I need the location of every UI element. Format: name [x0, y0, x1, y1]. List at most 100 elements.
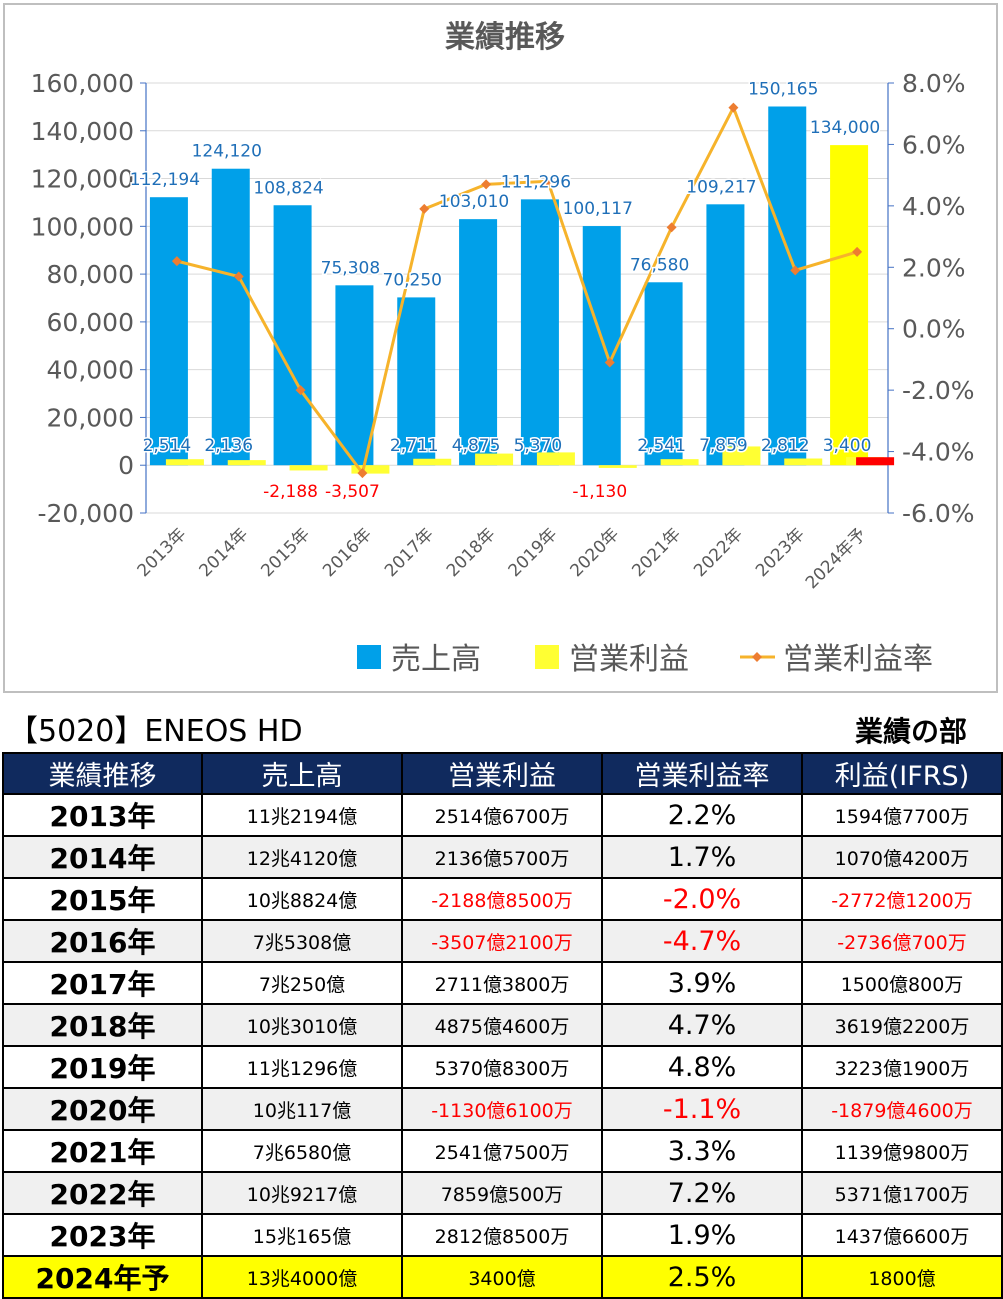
operating-margin-point	[728, 102, 739, 113]
right-axis-tick-label: 0.0%	[902, 315, 966, 344]
company-name: 【5020】ENEOS HD	[8, 714, 303, 749]
cell-sales: 10兆3010億	[201, 1003, 403, 1047]
cell-year: 2021年	[2, 1129, 203, 1173]
cell-profit: -2736億700万	[801, 919, 1003, 963]
operating-margin-point	[852, 246, 863, 257]
company-header: 【5020】ENEOS HD 業績の部	[0, 712, 1003, 752]
cell-year: 2019年	[2, 1045, 203, 1089]
operating-margin-point	[542, 176, 553, 187]
sales-bar	[768, 106, 807, 466]
category-label: 2017年	[381, 524, 438, 581]
operating-profit-data-label: 4,875	[452, 436, 501, 456]
left-axis-tick-label: 120,000	[31, 165, 134, 194]
category-label: 2015年	[257, 524, 314, 581]
legend-swatch-operating-profit	[535, 645, 559, 669]
cell-operating-profit: 2541億7500万	[401, 1129, 603, 1173]
operating-profit-data-label: 2,514	[143, 436, 192, 456]
legend-label-operating-margin: 営業利益率	[783, 642, 933, 677]
operating-profit-bar	[165, 459, 204, 466]
table-row: 2020年 10兆117億 -1130億6100万 -1.1% -1879億4600万	[2, 1087, 1003, 1131]
right-axis-tick-label: 8.0%	[902, 69, 966, 98]
category-label: 2019年	[505, 524, 562, 581]
legend-label-operating-profit: 営業利益	[569, 642, 689, 677]
sales-data-label: 108,824	[253, 178, 323, 198]
cell-profit: 1594億7700万	[801, 793, 1003, 837]
table-row: 2024年予 13兆4000億 3400億 2.5% 1800億	[2, 1255, 1003, 1299]
right-axis-tick-label: -4.0%	[902, 438, 975, 467]
right-axis-tick-label: 4.0%	[902, 192, 966, 221]
left-axis-tick-label: 160,000	[31, 69, 134, 98]
col-header-operating-profit: 営業利益	[401, 752, 603, 795]
operating-profit-bar	[598, 465, 637, 468]
category-label: 2016年	[319, 524, 376, 581]
operating-profit-bar	[413, 458, 452, 466]
sales-data-label: 75,308	[321, 258, 380, 278]
operating-margin-point	[481, 179, 492, 190]
table-row: 2015年 10兆8824億 -2188億8500万 -2.0% -2772億1200万	[2, 877, 1003, 921]
table-header-row: 業績推移 売上高 営業利益 営業利益率 利益(IFRS)	[2, 752, 1003, 795]
sales-data-label: 111,296	[501, 172, 571, 192]
cell-operating-profit: 2136億5700万	[401, 835, 603, 879]
sales-data-label: 112,194	[130, 170, 200, 190]
cell-sales: 11兆1296億	[201, 1045, 403, 1089]
legend-marker-operating-margin	[752, 652, 762, 662]
sales-data-label: 100,117	[563, 199, 633, 219]
category-label: 2023年	[752, 524, 809, 581]
cell-operating-profit: 2812億8500万	[401, 1213, 603, 1257]
cell-profit: 1800億	[801, 1255, 1003, 1299]
table-row: 2017年 7兆250億 2711億3800万 3.9% 1500億800万	[2, 961, 1003, 1005]
category-label: 2020年	[567, 524, 624, 581]
cell-operating-profit: 3400億	[401, 1255, 603, 1299]
table-row: 2023年 15兆165億 2812億8500万 1.9% 1437億6600万	[2, 1213, 1003, 1257]
cell-operating-profit: 4875億4600万	[401, 1003, 603, 1047]
sales-bar	[397, 297, 436, 466]
cell-operating-margin: 4.7%	[601, 1003, 803, 1047]
cell-sales: 10兆117億	[201, 1087, 403, 1131]
cell-operating-margin: 1.9%	[601, 1213, 803, 1257]
sales-data-label: 70,250	[383, 270, 442, 290]
col-header-period: 業績推移	[2, 752, 203, 795]
chart-title: 業績推移	[445, 20, 565, 55]
cell-operating-margin: 4.8%	[601, 1045, 803, 1089]
sales-bar	[335, 285, 374, 466]
table-row: 2019年 11兆1296億 5370億8300万 4.8% 3223億1900万	[2, 1045, 1003, 1089]
category-label: 2022年	[690, 524, 747, 581]
cell-sales: 13兆4000億	[201, 1255, 403, 1299]
cell-operating-margin: -2.0%	[601, 877, 803, 921]
operating-profit-data-label: 2,136	[204, 436, 253, 456]
cell-sales: 11兆2194億	[201, 793, 403, 837]
table-row: 2014年 12兆4120億 2136億5700万 1.7% 1070億4200万	[2, 835, 1003, 879]
cell-operating-profit: -3507億2100万	[401, 919, 603, 963]
operating-profit-data-label: 2,812	[761, 436, 810, 456]
cell-sales: 7兆250億	[201, 961, 403, 1005]
operating-profit-data-label: 2,541	[637, 436, 686, 456]
operating-margin-point	[233, 271, 244, 282]
cell-operating-profit: 7859億500万	[401, 1171, 603, 1215]
col-header-sales: 売上高	[201, 752, 403, 795]
operating-profit-bar	[660, 459, 699, 466]
sales-bar	[149, 197, 188, 466]
operating-profit-data-label: -1,130	[572, 482, 627, 502]
table-row: 2018年 10兆3010億 4875億4600万 4.7% 3619億2200万	[2, 1003, 1003, 1047]
cell-operating-margin: 7.2%	[601, 1171, 803, 1215]
cell-operating-profit: 2711億3800万	[401, 961, 603, 1005]
right-axis-tick-label: -2.0%	[902, 376, 975, 405]
cell-sales: 7兆6580億	[201, 1129, 403, 1173]
operating-margin-point	[419, 203, 430, 214]
operating-profit-bar	[784, 458, 823, 466]
cell-year: 2013年	[2, 793, 203, 837]
cell-operating-margin: 2.2%	[601, 793, 803, 837]
operating-margin-point	[604, 357, 615, 368]
cell-profit: 1437億6600万	[801, 1213, 1003, 1257]
operating-profit-data-label: 7,859	[699, 436, 748, 456]
cell-sales: 10兆8824億	[201, 877, 403, 921]
category-label: 2013年	[134, 524, 191, 581]
operating-profit-bar	[351, 465, 390, 474]
left-axis-tick-label: 140,000	[31, 117, 134, 146]
cell-year: 2016年	[2, 919, 203, 963]
table-row: 2021年 7兆6580億 2541億7500万 3.3% 1139億9800万	[2, 1129, 1003, 1173]
cell-sales: 15兆165億	[201, 1213, 403, 1257]
cell-sales: 7兆5308億	[201, 919, 403, 963]
col-header-profit-ifrs: 利益(IFRS)	[801, 752, 1003, 795]
left-axis-tick-label: 0	[118, 451, 134, 480]
